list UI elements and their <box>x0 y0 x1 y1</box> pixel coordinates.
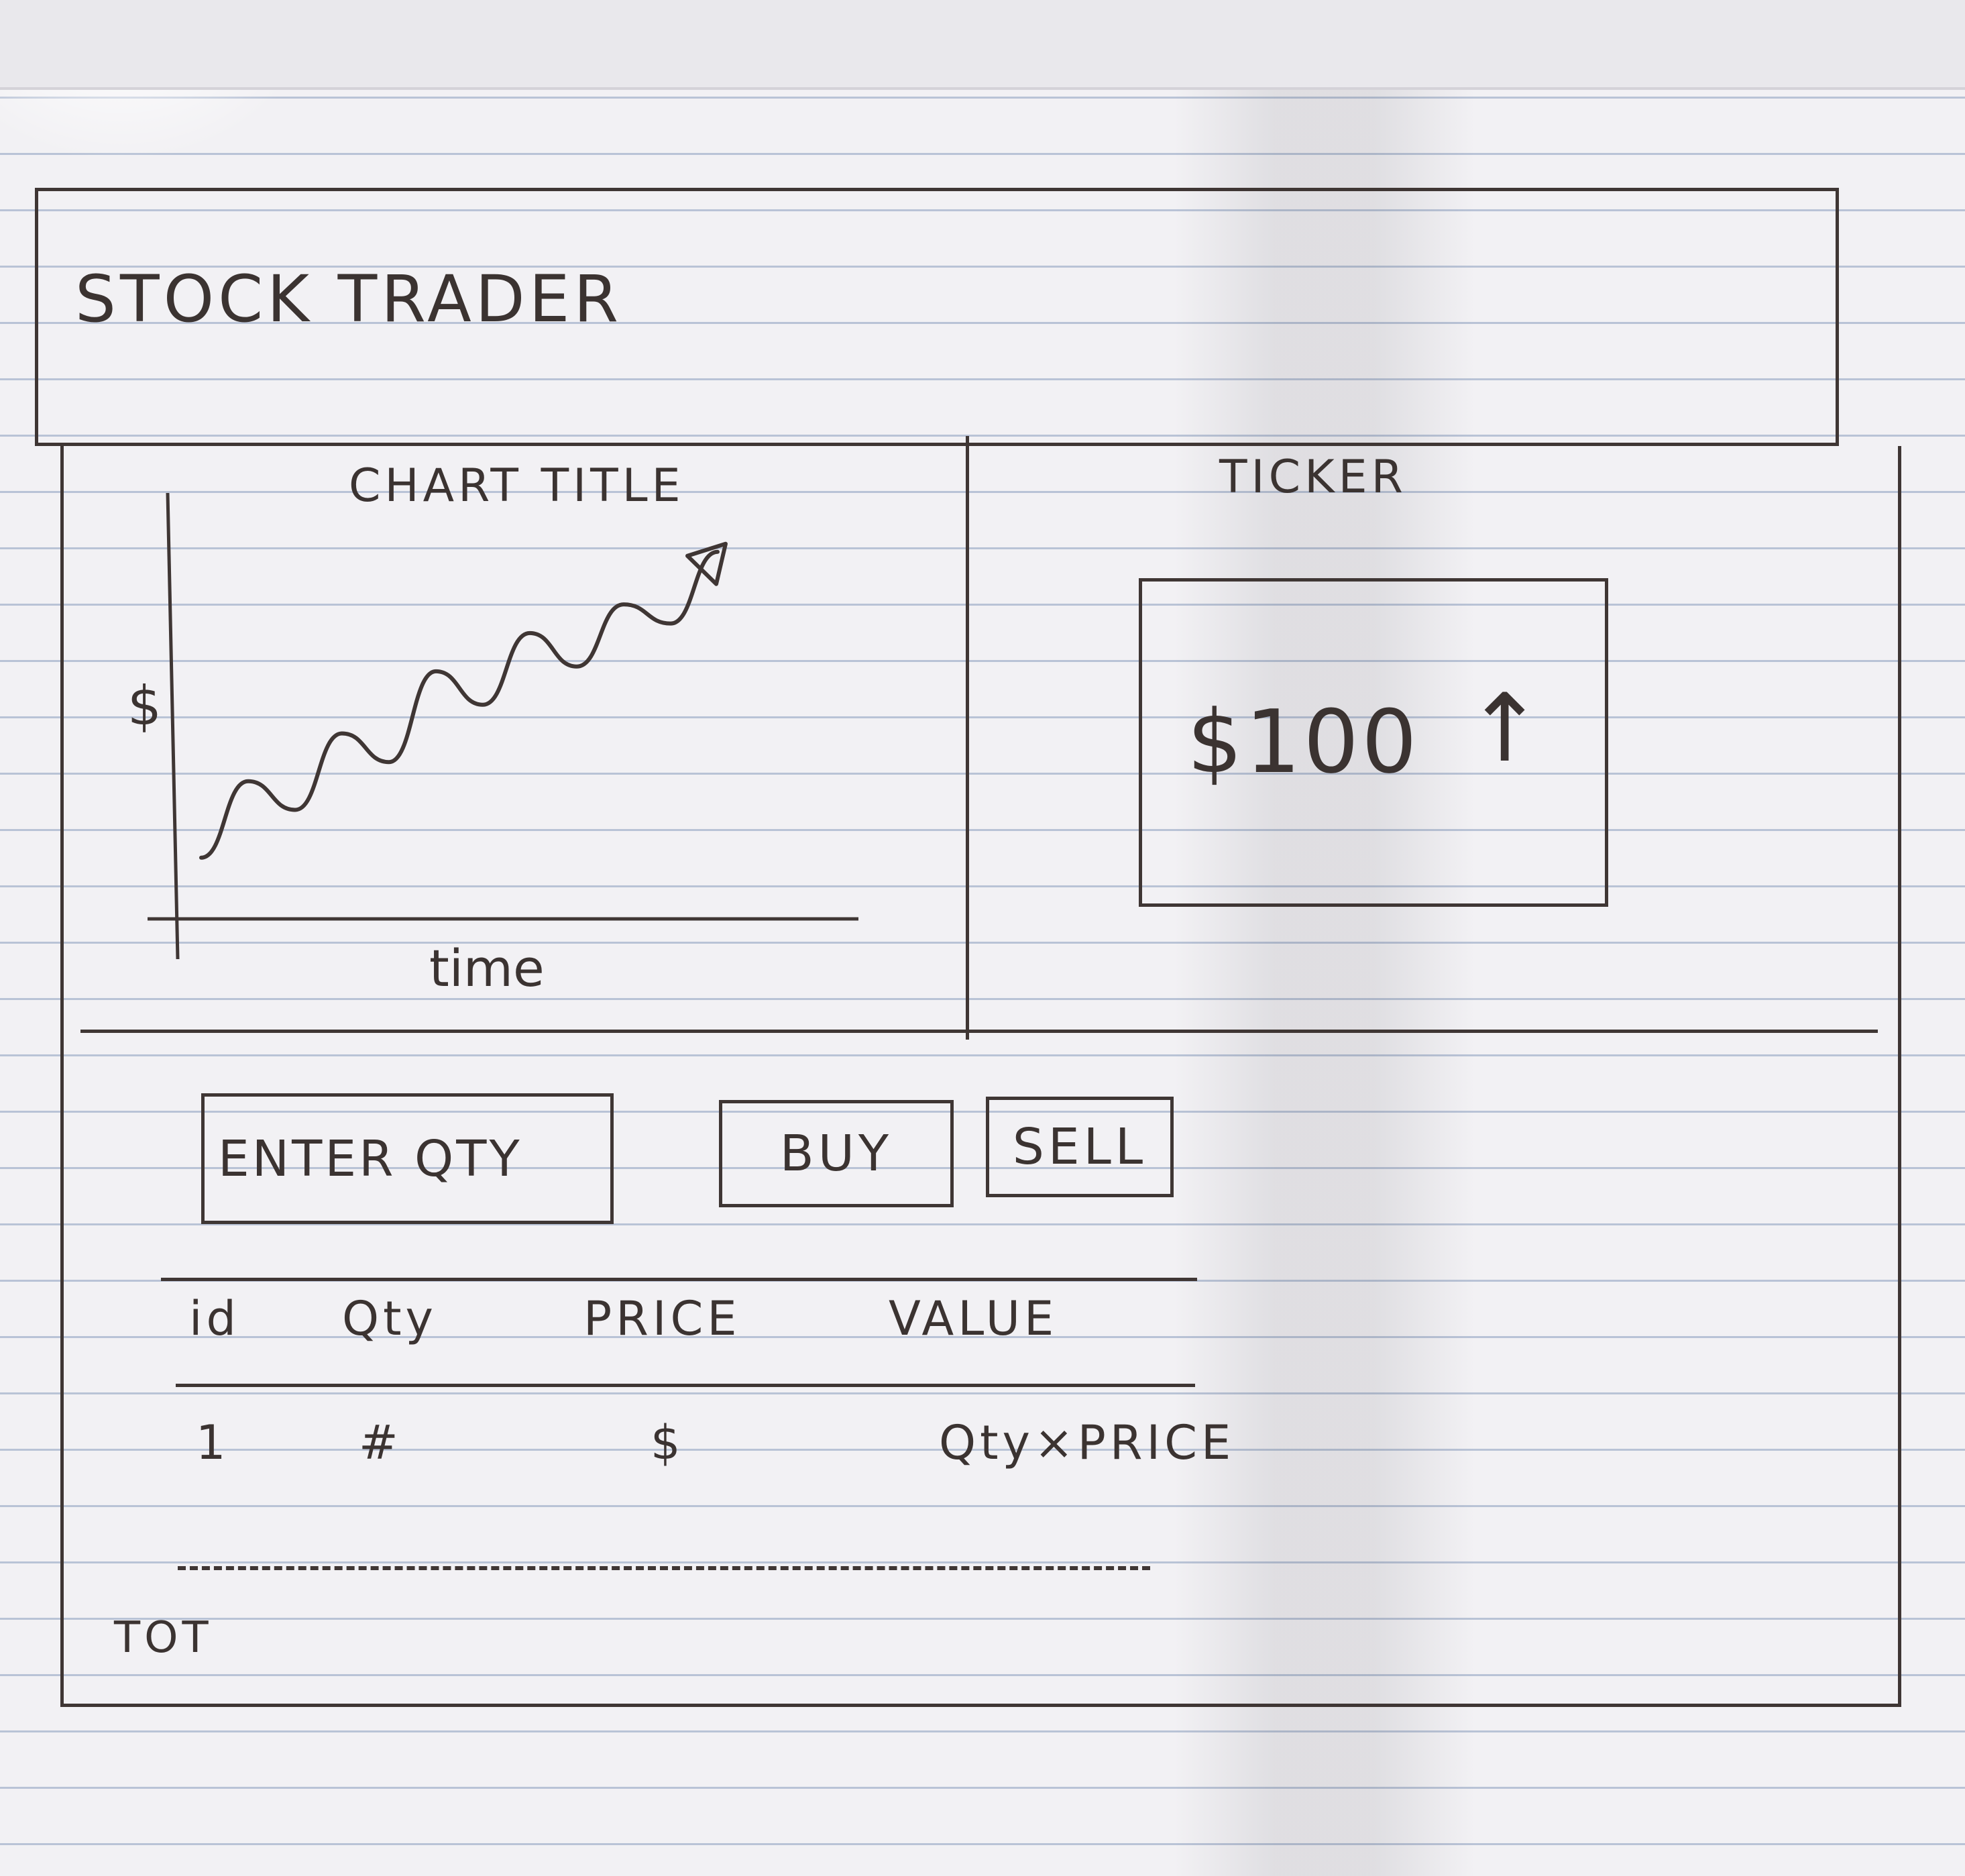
trend-arrowhead-icon <box>685 541 728 586</box>
y-axis <box>166 492 180 960</box>
paper-top-edge <box>0 0 1965 90</box>
table-cell-qty: # <box>359 1415 402 1470</box>
price-chart: $ time <box>127 492 858 993</box>
series-line <box>199 549 720 860</box>
table-top-rule <box>161 1278 1197 1281</box>
buy-button[interactable]: BUY <box>719 1100 954 1207</box>
x-axis-label: time <box>429 938 545 993</box>
app-title: STOCK TRADER <box>75 262 623 337</box>
table-cell-id: 1 <box>196 1415 230 1470</box>
column-header-price: PRICE <box>583 1291 741 1346</box>
ticker-title: TICKER <box>1219 451 1407 504</box>
y-axis-label: $ <box>127 675 162 737</box>
app-header <box>35 188 1839 446</box>
table-header-rule <box>176 1384 1195 1387</box>
column-header-id: id <box>189 1291 240 1346</box>
column-header-qty: Qty <box>342 1291 437 1346</box>
total-separator <box>178 1566 1150 1570</box>
panel-divider-vertical <box>966 436 969 1040</box>
ticker-price: $100 <box>1187 691 1420 793</box>
quantity-input[interactable] <box>201 1093 614 1224</box>
table-cell-value: Qty×PRICE <box>939 1415 1235 1470</box>
chart-title: CHART TITLE <box>349 459 685 512</box>
arrow-up-icon: ↑ <box>1465 674 1549 783</box>
table-cell-price: $ <box>651 1415 685 1470</box>
sell-button[interactable]: SELL <box>986 1097 1174 1197</box>
main-panel <box>60 446 1901 1707</box>
ticker-display <box>1139 578 1608 907</box>
total-label: TOT <box>114 1613 213 1663</box>
panel-divider-horizontal <box>80 1030 1878 1033</box>
column-header-value: VALUE <box>889 1291 1058 1346</box>
